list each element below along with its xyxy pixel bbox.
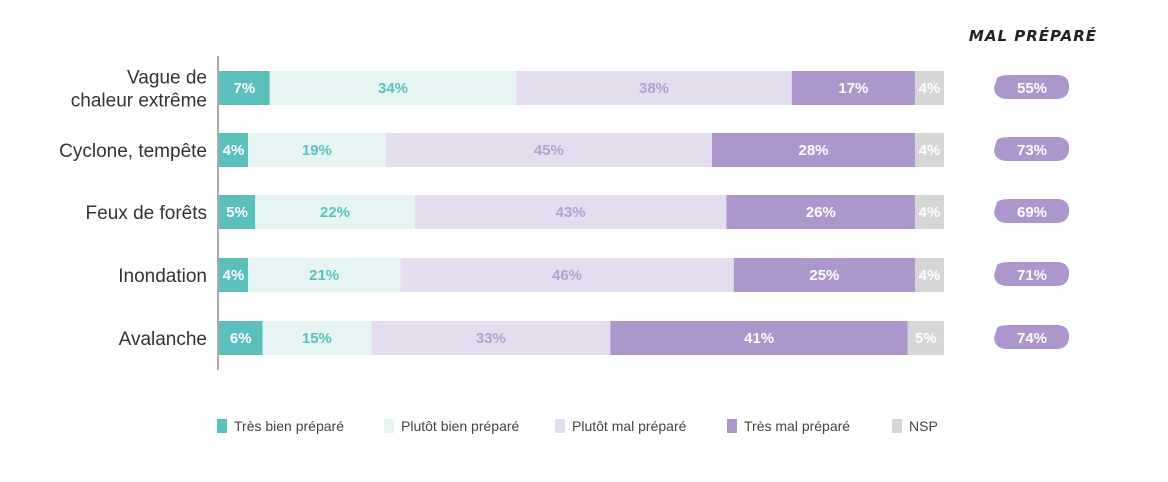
data-label: 4% xyxy=(223,267,245,284)
data-label: 7% xyxy=(234,80,256,97)
category-label: Vague de chaleur extrême xyxy=(71,68,207,112)
bar-segment xyxy=(915,195,944,229)
data-label: 25% xyxy=(809,267,839,284)
summary-value: 73% xyxy=(1017,142,1047,159)
bar-segment xyxy=(791,71,915,105)
data-label: 46% xyxy=(552,267,582,284)
bar-segment xyxy=(269,71,517,105)
summary-pill xyxy=(994,137,1070,161)
bar-segment xyxy=(516,71,792,105)
bar-segment xyxy=(907,321,944,355)
data-label: 19% xyxy=(302,142,332,159)
summary-pill xyxy=(994,262,1070,286)
category-label: Cyclone, tempête xyxy=(59,141,207,162)
legend-swatch xyxy=(384,419,394,433)
summary-column: 55% 73% 69% 71% 74% MAL PRÉPARÉ xyxy=(969,26,1097,349)
summary-value: 55% xyxy=(1017,80,1047,97)
bar-segment xyxy=(248,133,386,167)
data-label: 26% xyxy=(806,204,836,221)
bar-segment xyxy=(610,321,908,355)
data-label: 33% xyxy=(476,330,506,347)
bar-segment xyxy=(915,133,944,167)
data-label: 43% xyxy=(556,204,586,221)
legend-label: Plutôt bien préparé xyxy=(401,418,520,434)
legend-label: Très mal préparé xyxy=(744,418,850,434)
legend-swatch xyxy=(892,419,902,433)
data-label: 5% xyxy=(915,330,937,347)
summary-pill xyxy=(994,325,1070,349)
summary-value: 71% xyxy=(1017,267,1047,284)
summary-value: 74% xyxy=(1017,330,1047,347)
bar-segment xyxy=(219,258,248,292)
bar-segment xyxy=(219,133,248,167)
data-label: 41% xyxy=(744,330,774,347)
data-label: 4% xyxy=(223,142,245,159)
summary-title: MAL PRÉPARÉ xyxy=(969,26,1097,45)
bar-segment xyxy=(219,71,270,105)
data-label: 28% xyxy=(798,142,828,159)
data-label: 15% xyxy=(302,330,332,347)
legend-swatch xyxy=(555,419,565,433)
bar-segment xyxy=(219,321,263,355)
bar-segment xyxy=(248,258,401,292)
bar-segment xyxy=(400,258,734,292)
bars: 7% 34% 38% 17% 4% 4% 19% 45% 28% 4% 5% 22% 43% 26% 4% 4… xyxy=(219,71,944,355)
category-labels: Vague de chaleur extrême Cyclone, tempête F… xyxy=(59,68,207,351)
data-label: 45% xyxy=(534,142,564,159)
data-label: 4% xyxy=(919,204,941,221)
data-label: 22% xyxy=(320,204,350,221)
bar-segment xyxy=(255,195,415,229)
category-label: Inondation xyxy=(118,266,207,287)
data-label: 4% xyxy=(919,142,941,159)
bar-segment xyxy=(414,195,727,229)
data-label: 34% xyxy=(378,80,408,97)
data-label: 4% xyxy=(919,80,941,97)
legend-label: Plutôt mal préparé xyxy=(572,418,687,434)
data-label: 38% xyxy=(639,80,669,97)
data-label: 17% xyxy=(838,80,868,97)
bar-segment xyxy=(262,321,372,355)
category-label: Feux de forêts xyxy=(86,203,207,224)
summary-pill xyxy=(994,199,1070,223)
data-label: 5% xyxy=(226,204,248,221)
legend: Très bien préparé Plutôt bien préparé Plut… xyxy=(217,418,938,434)
category-label: Avalanche xyxy=(119,329,207,350)
bar-segment xyxy=(219,195,256,229)
bar-segment xyxy=(733,258,915,292)
bar-segment xyxy=(915,258,944,292)
data-label: 6% xyxy=(230,330,252,347)
legend-label: NSP xyxy=(909,418,938,434)
legend-swatch xyxy=(727,419,737,433)
data-label: 4% xyxy=(919,267,941,284)
summary-value: 69% xyxy=(1017,204,1047,221)
bar-segment xyxy=(385,133,712,167)
bar-segment xyxy=(726,195,915,229)
bar-segment xyxy=(712,133,915,167)
summary-pill xyxy=(994,75,1070,99)
data-label: 21% xyxy=(309,267,339,284)
bar-segment xyxy=(371,321,611,355)
bar-segment xyxy=(915,71,944,105)
legend-label: Très bien préparé xyxy=(234,418,344,434)
legend-swatch xyxy=(217,419,227,433)
